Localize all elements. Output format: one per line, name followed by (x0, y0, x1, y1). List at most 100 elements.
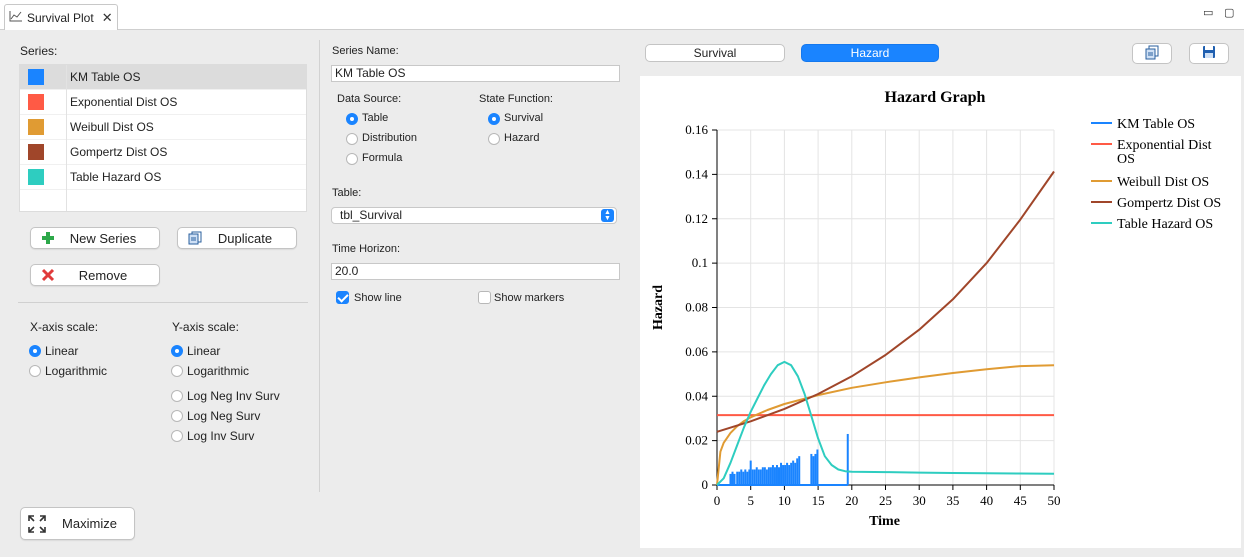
hazard-chart-svg: Hazard Graph 0 5 10 15 20 25 30 35 40 45 50 0 0.02 0.0… (651, 89, 1221, 529)
y-axis-scale-label: Y-axis scale: (172, 320, 239, 334)
x-tick-label: 10 (778, 493, 791, 508)
new-series-label: New Series (69, 230, 137, 246)
minimize-icon[interactable]: ▭ (1203, 7, 1214, 19)
table-select[interactable]: tbl_Survival ▲ ▼ (331, 207, 617, 224)
series-row[interactable]: Exponential Dist OS (20, 90, 306, 115)
series-name: Weibull Dist OS (70, 120, 154, 134)
series-row[interactable]: Weibull Dist OS (20, 115, 306, 140)
remove-x-icon (41, 268, 55, 285)
tab-hazard[interactable]: Hazard (801, 44, 939, 62)
x-axis-logarithmic-radio[interactable] (29, 365, 41, 377)
panel-divider (319, 40, 320, 492)
legend-entry: Exponential Dist (1117, 138, 1212, 153)
tab-bar: Survival Plot ✕ ▭ ▢ (0, 0, 1244, 30)
data-source-label: Data Source: (337, 93, 402, 105)
time-horizon-label: Time Horizon: (332, 243, 401, 255)
x-axis-logarithmic-label: Logarithmic (45, 364, 108, 378)
series-line-3 (716, 364, 1055, 486)
y-axis-log-neg-surv-radio[interactable] (171, 410, 183, 422)
x-tick-label: 45 (1014, 493, 1027, 508)
y-tick-label: 0.08 (685, 300, 708, 315)
x-axis-linear-label: Linear (45, 344, 79, 358)
x-axis-scale-label: X-axis scale: (30, 320, 99, 334)
column-divider (66, 90, 67, 115)
column-divider (66, 140, 67, 165)
duplicate-button[interactable]: Duplicate (177, 227, 297, 249)
series-label: Series: (20, 44, 58, 58)
series-color-swatch[interactable] (28, 94, 44, 110)
save-icon (1202, 45, 1216, 62)
new-series-button[interactable]: New Series (30, 227, 160, 249)
data-source-formula-radio[interactable] (346, 153, 358, 165)
y-tick-label: 0.04 (685, 388, 708, 403)
y-axis-log-neg-surv-label: Log Neg Surv (187, 409, 261, 423)
series-color-swatch[interactable] (28, 144, 44, 160)
line-chart-icon (9, 10, 23, 25)
state-function-hazard-label: Hazard (504, 132, 540, 144)
y-axis-logarithmic-radio[interactable] (171, 365, 183, 377)
legend-entry: Weibull Dist OS (1117, 175, 1209, 190)
legend-entry: Gompertz Dist OS (1117, 196, 1221, 211)
series-color-swatch[interactable] (28, 69, 44, 85)
series-name-input[interactable]: KM Table OS (331, 65, 620, 82)
y-axis-linear-label: Linear (187, 344, 221, 358)
show-markers-checkbox[interactable] (478, 291, 491, 304)
y-axis-logarithmic-label: Logarithmic (187, 364, 250, 378)
x-tick-label: 40 (980, 493, 993, 508)
legend-entry: KM Table OS (1117, 117, 1195, 132)
series-row-empty (20, 190, 306, 211)
x-tick-label: 35 (946, 493, 959, 508)
maximize-button[interactable]: Maximize (20, 507, 135, 540)
x-tick-label: 20 (845, 493, 858, 508)
y-tick-label: 0.06 (685, 344, 708, 359)
series-color-swatch[interactable] (28, 119, 44, 135)
close-tab-icon[interactable]: ✕ (101, 9, 113, 25)
x-tick-label: 15 (812, 493, 825, 508)
x-axis-linear-radio[interactable] (29, 345, 41, 357)
series-row[interactable]: Table Hazard OS (20, 165, 306, 190)
duplicate-label: Duplicate (217, 230, 273, 246)
show-markers-label: Show markers (494, 292, 565, 304)
legend-entry: Table Hazard OS (1117, 217, 1213, 232)
show-line-label: Show line (354, 292, 402, 304)
remove-label: Remove (78, 267, 128, 283)
time-horizon-input[interactable]: 20.0 (331, 263, 620, 280)
maximize-label: Maximize (62, 516, 117, 531)
y-tick-label: 0 (702, 477, 709, 492)
state-function-survival-label: Survival (504, 112, 544, 124)
copy-button[interactable] (1132, 43, 1172, 64)
x-tick-label: 30 (913, 493, 926, 508)
tab-label: Survival Plot (27, 10, 94, 25)
data-source-table-label: Table (362, 112, 389, 124)
tab-survival-plot[interactable]: Survival Plot ✕ (4, 4, 118, 30)
y-axis-log-neg-inv-surv-radio[interactable] (171, 390, 183, 402)
column-divider (66, 65, 67, 90)
state-function-hazard-radio[interactable] (488, 133, 500, 145)
legend-entry: OS (1117, 152, 1135, 167)
series-name: KM Table OS (70, 70, 141, 84)
table-select-value: tbl_Survival (340, 208, 403, 222)
data-source-table-radio[interactable] (346, 113, 358, 125)
y-axis-linear-radio[interactable] (171, 345, 183, 357)
y-axis-log-inv-surv-radio[interactable] (171, 430, 183, 442)
state-function-label: State Function: (479, 93, 553, 105)
state-function-survival-radio[interactable] (488, 113, 500, 125)
show-line-checkbox[interactable] (336, 291, 349, 304)
remove-button[interactable]: Remove (30, 264, 160, 286)
y-axis-log-inv-surv-label: Log Inv Surv (187, 429, 255, 443)
copy-icon (1145, 45, 1159, 63)
x-axis-label: Time (869, 514, 900, 529)
plus-icon (41, 231, 55, 248)
select-arrows-icon: ▲ ▼ (601, 209, 614, 222)
tab-survival[interactable]: Survival (645, 44, 785, 62)
series-row[interactable]: KM Table OS (20, 65, 306, 90)
y-tick-label: 0.12 (685, 211, 708, 226)
series-color-swatch[interactable] (28, 169, 44, 185)
save-button[interactable] (1189, 43, 1229, 64)
maximize-window-icon[interactable]: ▢ (1224, 7, 1235, 19)
data-source-distribution-radio[interactable] (346, 133, 358, 145)
series-name: Table Hazard OS (70, 170, 162, 184)
y-tick-label: 0.14 (685, 166, 708, 181)
series-name: Gompertz Dist OS (70, 145, 168, 159)
series-row[interactable]: Gompertz Dist OS (20, 140, 306, 165)
